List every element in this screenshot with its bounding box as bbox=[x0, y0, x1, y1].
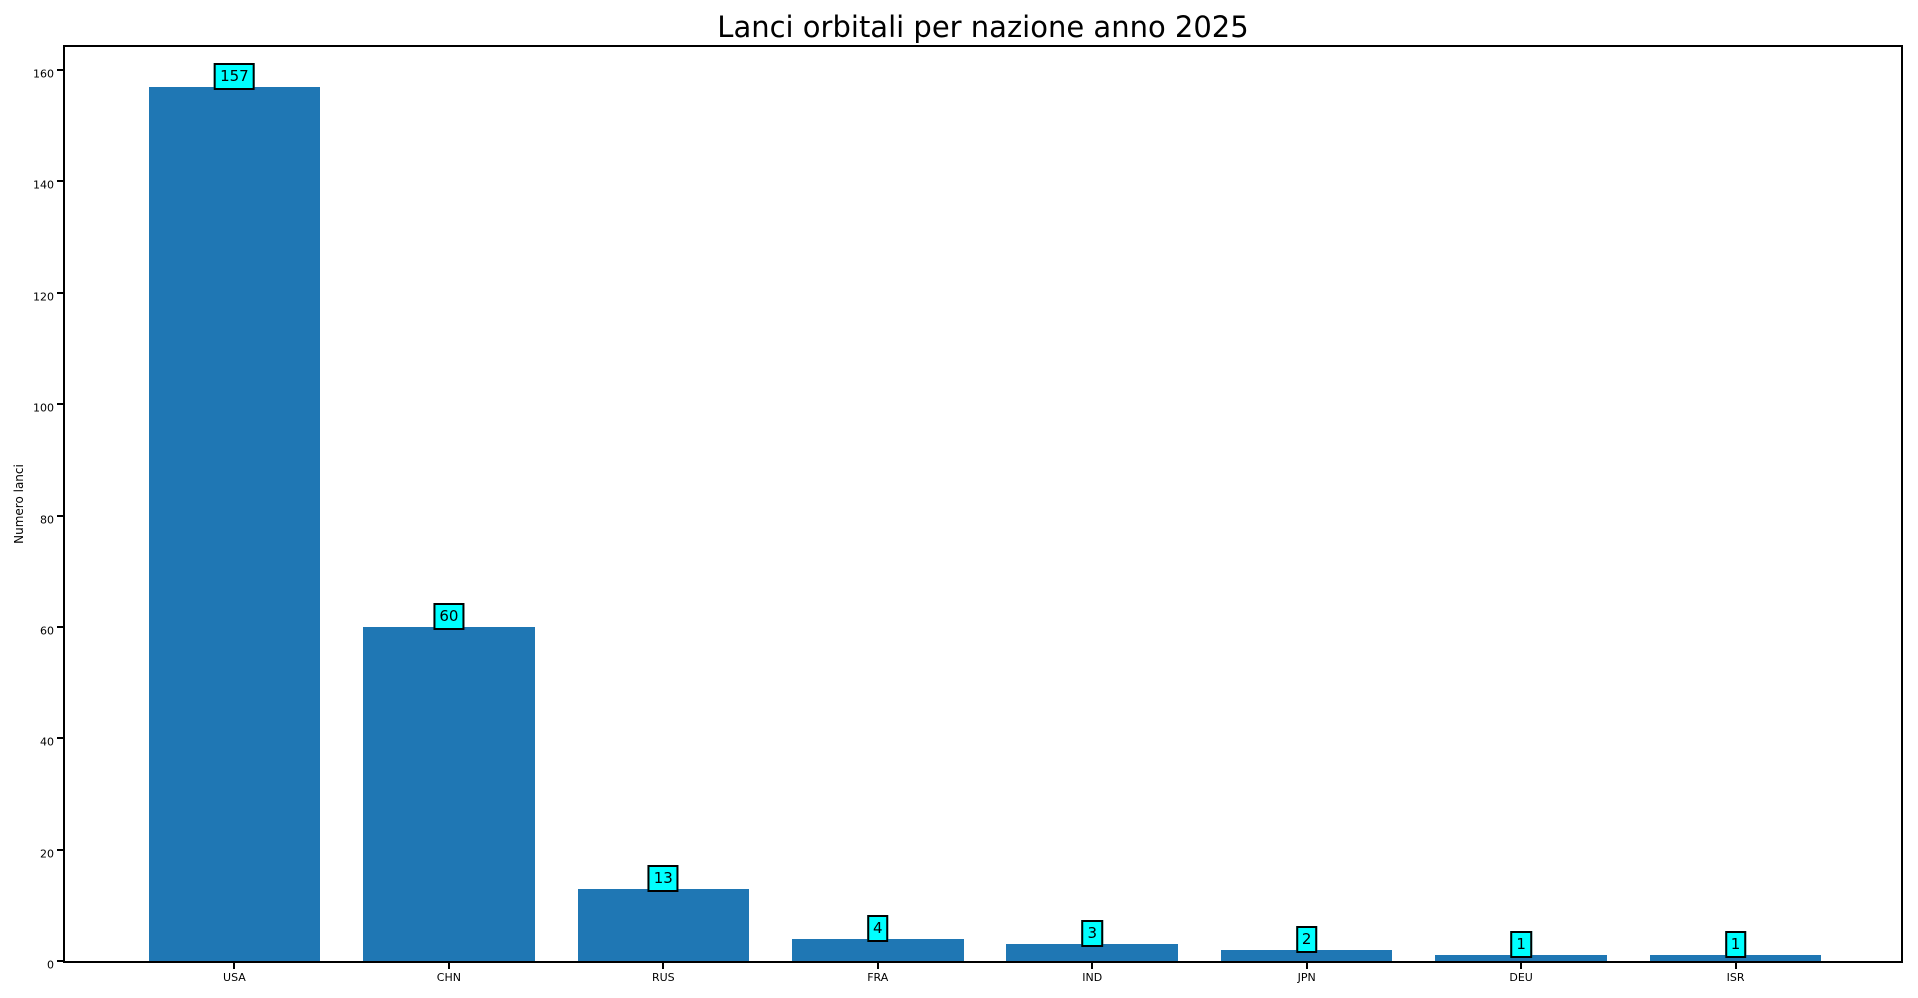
x-tick-mark bbox=[662, 963, 665, 969]
bar bbox=[791, 938, 964, 961]
chart-title: Lanci orbitali per nazione anno 2025 bbox=[717, 10, 1249, 44]
x-tick-label: ISR bbox=[1726, 971, 1745, 984]
x-tick-mark bbox=[447, 963, 450, 969]
y-tick-mark bbox=[57, 291, 63, 294]
bar-value-annotation: 1 bbox=[1724, 931, 1747, 959]
plot-area: 0 20 40 60 80 100 120 140 160 157 USA 60 CHN 13 RUS 4 FR… bbox=[33, 45, 1903, 984]
bar-value-annotation: 60 bbox=[433, 602, 465, 630]
x-tick-label: RUS bbox=[651, 971, 675, 984]
x-tick-mark bbox=[1305, 963, 1308, 969]
y-tick-label: 0 bbox=[47, 958, 54, 972]
y-tick-mark bbox=[57, 403, 63, 406]
y-tick-label: 40 bbox=[40, 735, 54, 749]
x-tick-mark bbox=[1520, 963, 1523, 969]
y-axis-label: Numero lanci bbox=[12, 464, 26, 544]
bar bbox=[577, 888, 750, 961]
y-tick-label: 20 bbox=[40, 847, 54, 861]
y-tick-mark bbox=[57, 69, 63, 72]
y-tick-mark bbox=[57, 625, 63, 628]
x-tick-mark bbox=[1734, 963, 1737, 969]
y-tick-label: 120 bbox=[33, 290, 54, 304]
x-tick-label: IND bbox=[1082, 971, 1103, 984]
x-tick-label: CHN bbox=[436, 971, 461, 984]
y-tick-label: 140 bbox=[33, 178, 54, 192]
bar-value-annotation: 157 bbox=[214, 62, 255, 90]
y-tick-mark bbox=[57, 180, 63, 183]
bar bbox=[1220, 949, 1393, 961]
x-tick-label: JPN bbox=[1297, 971, 1316, 984]
x-tick-mark bbox=[876, 963, 879, 969]
y-tick-mark bbox=[57, 514, 63, 517]
y-tick-mark bbox=[57, 737, 63, 740]
y-tick-label: 160 bbox=[33, 67, 54, 81]
bar bbox=[1006, 944, 1178, 961]
bar-value-annotation: 1 bbox=[1510, 931, 1532, 959]
bar bbox=[148, 86, 321, 961]
y-tick-label: 60 bbox=[40, 624, 54, 638]
y-tick-mark bbox=[57, 848, 63, 851]
bar bbox=[363, 626, 535, 961]
x-tick-label: USA bbox=[223, 971, 246, 984]
y-tick-label: 100 bbox=[33, 401, 54, 415]
x-tick-mark bbox=[1091, 963, 1094, 969]
y-tick-mark bbox=[57, 960, 63, 962]
y-tick-label: 80 bbox=[40, 513, 54, 526]
bar-value-annotation: 2 bbox=[1295, 925, 1318, 953]
x-tick-mark bbox=[233, 963, 236, 969]
bar-value-annotation: 3 bbox=[1081, 920, 1103, 948]
x-tick-label: FRA bbox=[867, 971, 889, 984]
bar-value-annotation: 13 bbox=[647, 864, 679, 892]
bar-value-annotation: 4 bbox=[866, 914, 889, 942]
x-tick-label: DEU bbox=[1509, 971, 1533, 984]
